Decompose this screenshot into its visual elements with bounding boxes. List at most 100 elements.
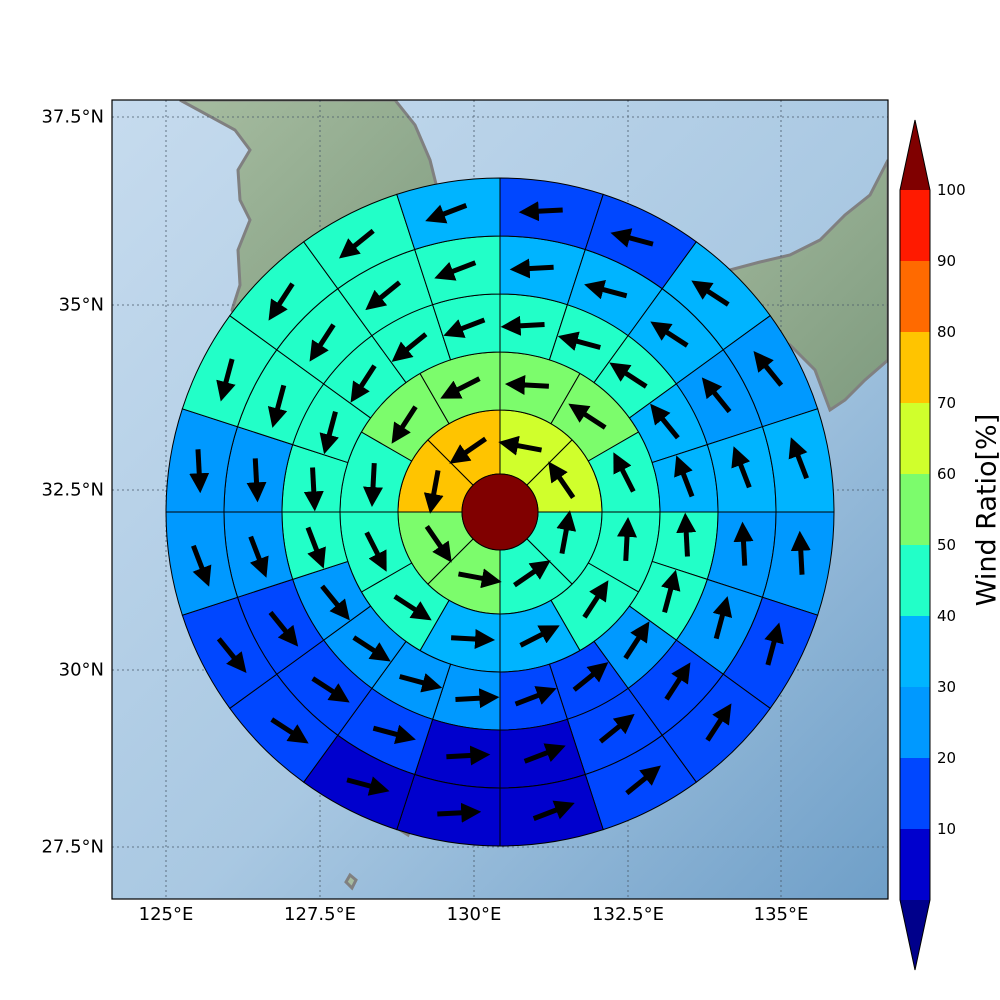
wind-arrow bbox=[455, 688, 500, 709]
wind-arrow bbox=[191, 544, 212, 587]
colorbar-tick-label: 50 bbox=[937, 536, 957, 554]
wind-arrow bbox=[305, 526, 326, 569]
center-cell bbox=[461, 473, 539, 551]
colorbar-segment bbox=[900, 474, 930, 545]
wind-arrow bbox=[625, 765, 662, 796]
lat-tick-label: 27.5°N bbox=[41, 836, 104, 858]
colorbar-segment bbox=[900, 332, 930, 403]
wind-arrow bbox=[712, 596, 733, 640]
wind-arrow bbox=[532, 800, 575, 821]
wind-arrow bbox=[391, 332, 428, 362]
wind-arrow bbox=[514, 686, 557, 707]
wind-arrow bbox=[391, 405, 418, 444]
wind-arrow bbox=[513, 560, 551, 588]
colorbar-over-extension bbox=[900, 120, 930, 190]
wind-arrow bbox=[764, 622, 784, 666]
wind-arrow bbox=[446, 745, 491, 766]
colorbar-tick-label: 20 bbox=[937, 749, 957, 767]
wind-arrow bbox=[676, 512, 697, 557]
wind-arrow bbox=[350, 364, 377, 403]
lat-tick-label: 30°N bbox=[58, 659, 104, 681]
wind-arrow bbox=[425, 203, 468, 224]
wind-arrow bbox=[519, 625, 560, 648]
wind-arrow bbox=[248, 535, 269, 578]
colorbar-segment bbox=[900, 545, 930, 616]
colorbar-segment bbox=[900, 758, 930, 829]
wind-arrow bbox=[609, 362, 648, 389]
wind-arrow bbox=[346, 776, 390, 796]
lon-tick-label: 127.5°E bbox=[284, 904, 356, 925]
wind-arrow bbox=[613, 452, 636, 493]
wind-arrow bbox=[731, 446, 752, 489]
wind-arrow bbox=[584, 279, 628, 300]
wind-arrow bbox=[661, 569, 681, 613]
wind-arrow bbox=[423, 470, 444, 514]
wind-arrow bbox=[189, 449, 210, 494]
wind-arrow bbox=[691, 280, 730, 307]
wind-arrow bbox=[437, 802, 482, 823]
wind-arrow bbox=[440, 376, 481, 399]
colorbar-segment bbox=[900, 403, 930, 474]
colorbar-segment bbox=[900, 261, 930, 332]
wind-arrow bbox=[518, 201, 563, 222]
wind-arrow bbox=[303, 467, 324, 512]
wind-arrow bbox=[399, 673, 443, 693]
wind-arrow bbox=[268, 282, 295, 321]
wind-arrow bbox=[557, 331, 601, 351]
wind-arrow bbox=[623, 621, 650, 660]
wind-arrow bbox=[568, 403, 607, 430]
wind-arrow bbox=[498, 435, 542, 456]
colorbar-tick-label: 60 bbox=[937, 465, 957, 483]
wind-arrow bbox=[617, 516, 637, 562]
wind-arrow bbox=[509, 258, 554, 279]
wind-arrow bbox=[664, 662, 691, 701]
wind-arrow bbox=[598, 713, 635, 744]
wind-arrow bbox=[216, 637, 247, 674]
colorbar-segment bbox=[900, 687, 930, 758]
wind-ratio-rings bbox=[165, 177, 835, 847]
colorbar-tick-label: 80 bbox=[937, 323, 957, 341]
lat-tick-label: 35°N bbox=[58, 294, 104, 316]
colorbar-tick-label: 10 bbox=[937, 820, 957, 838]
map-frame bbox=[111, 99, 889, 900]
map-panel bbox=[112, 100, 888, 899]
wind-arrow bbox=[434, 260, 477, 281]
wind-arrow bbox=[352, 635, 391, 662]
wind-arrow bbox=[504, 375, 550, 395]
colorbar-under-extension bbox=[900, 900, 930, 970]
lon-tick-label: 135°E bbox=[753, 904, 809, 925]
lon-tick-label: 125°E bbox=[138, 904, 194, 925]
wind-arrow bbox=[556, 510, 577, 554]
wind-arrow bbox=[267, 384, 288, 428]
wind-arrow bbox=[733, 521, 754, 566]
wind-arrow bbox=[450, 629, 496, 649]
lat-tick-label: 37.5°N bbox=[41, 106, 104, 128]
wind-arrow bbox=[372, 724, 416, 745]
wind-arrow bbox=[319, 411, 339, 455]
wind-arrow bbox=[548, 461, 576, 499]
lon-tick-label: 130°E bbox=[446, 904, 502, 925]
colorbar-tick-label: 100 bbox=[937, 181, 966, 199]
wind-arrow bbox=[309, 323, 336, 362]
colorbar-segment bbox=[900, 190, 930, 261]
wind-arrow bbox=[449, 436, 487, 464]
colorbar-tick-label: 40 bbox=[937, 607, 957, 625]
wind-arrow bbox=[338, 228, 375, 259]
colorbar-tick-label: 70 bbox=[937, 394, 957, 412]
lat-tick-label: 32.5°N bbox=[41, 479, 104, 501]
colorbar-segment bbox=[900, 616, 930, 687]
wind-arrow bbox=[216, 358, 236, 402]
colorbar-tick-label: 30 bbox=[937, 678, 957, 696]
wind-arrow bbox=[650, 403, 680, 440]
colorbar-tick-label: 90 bbox=[937, 252, 957, 270]
wind-arrow bbox=[582, 580, 609, 619]
wind-arrow bbox=[365, 280, 402, 311]
wind-arrow bbox=[610, 228, 654, 248]
wind-arrow bbox=[320, 584, 350, 621]
wind-arrow bbox=[424, 525, 452, 563]
wind-arrow bbox=[443, 317, 486, 338]
colorbar-title: Wind Ratio[%] bbox=[971, 413, 1000, 607]
wind-arrow bbox=[363, 462, 383, 508]
wind-direction-arrows bbox=[189, 201, 811, 823]
